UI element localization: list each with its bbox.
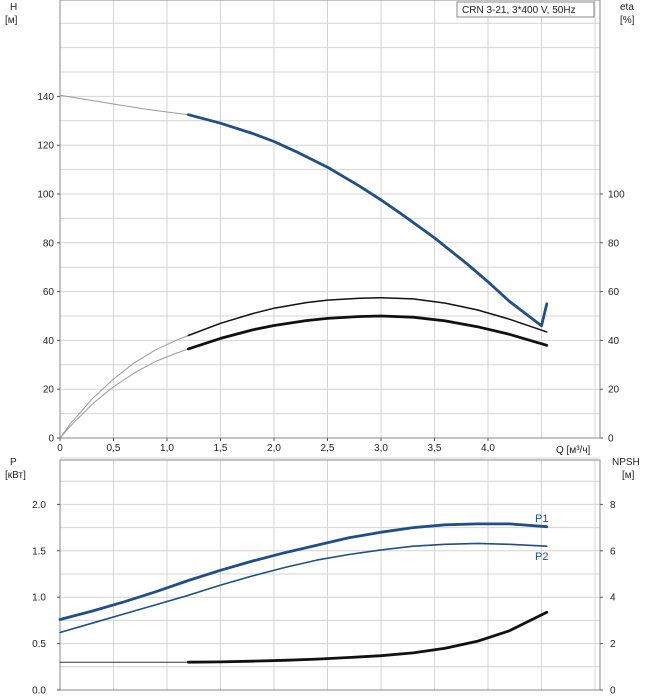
bottom-right-tick-label: 0 (610, 686, 616, 697)
top-series-line-0 (59, 94, 189, 116)
top-left-tick-label: 20 (43, 385, 55, 396)
bottom-plot-frame (59, 459, 601, 691)
x-tick-label: 0,5 (107, 443, 121, 454)
top-series-line-4 (59, 348, 189, 439)
bottom-series-line-1 (59, 542, 548, 634)
bottom-right-tick-label: 6 (610, 546, 616, 557)
top-right-tick-label: 20 (608, 385, 620, 396)
frames-layer (59, 0, 601, 691)
top-series-line-2 (59, 335, 189, 439)
x-tick-label: 1,0 (160, 443, 174, 454)
series-label-p2: P2 (535, 551, 548, 563)
top-left-axis-unit: [м] (5, 15, 18, 26)
series-label-p1: P1 (535, 513, 548, 525)
top-right-tick-label: 0 (608, 434, 614, 445)
bottom-left-axis-label: P (10, 457, 17, 468)
grid-layer (59, 0, 600, 691)
top-plot-frame (59, 0, 601, 439)
bottom-right-tick-label: 4 (610, 593, 616, 604)
top-right-tick-label: 100 (608, 190, 625, 201)
top-series-line-5 (186, 314, 549, 351)
top-right-tick-label: 80 (608, 238, 620, 249)
top-right-axis-label: eta (620, 2, 634, 13)
top-left-tick-label: 120 (37, 141, 54, 152)
x-tick-label: 3,5 (428, 443, 442, 454)
top-right-tick-label: 40 (608, 336, 620, 347)
bottom-left-axis-unit: [кВт] (5, 470, 26, 481)
top-left-axis-label: H (10, 2, 17, 13)
bottom-right-axis-label: NPSH (612, 457, 640, 468)
top-right-tick-label: 60 (608, 287, 620, 298)
top-left-tick-label: 100 (37, 190, 54, 201)
x-axis-label: Q [м³/ч] (556, 445, 591, 456)
top-series-line-1 (186, 113, 549, 328)
bottom-right-axis-unit: [м] (622, 470, 635, 481)
x-tick-label: 2,5 (321, 443, 335, 454)
x-tick-label: 3,0 (374, 443, 388, 454)
bottom-left-tick-label: 1.0 (32, 593, 46, 604)
series-layer (58, 94, 549, 664)
x-tick-label: 2,0 (267, 443, 281, 454)
bottom-series-line-3 (186, 610, 549, 664)
top-series-line-3 (187, 296, 548, 337)
legend-box-text: CRN 3-21, 3*400 V, 50Hz (462, 5, 576, 16)
x-tick-label: 1,5 (214, 443, 228, 454)
top-left-tick-label: 60 (43, 287, 55, 298)
top-left-tick-label: 80 (43, 238, 55, 249)
bottom-left-tick-label: 2.0 (32, 500, 46, 511)
bottom-left-tick-label: 0.0 (32, 686, 46, 697)
bottom-left-tick-label: 1.5 (32, 546, 46, 557)
bottom-right-tick-label: 8 (610, 500, 616, 511)
bottom-right-tick-label: 2 (610, 639, 616, 650)
top-right-axis-unit: [%] (620, 15, 635, 26)
top-left-tick-label: 140 (37, 92, 54, 103)
top-left-tick-label: 0 (48, 434, 54, 445)
top-left-tick-label: 40 (43, 336, 55, 347)
bottom-series-line-0 (58, 522, 549, 621)
x-tick-label: 0 (57, 443, 63, 454)
legend-box (456, 1, 595, 18)
x-tick-label: 4,0 (481, 443, 495, 454)
bottom-left-tick-label: 0.5 (32, 639, 46, 650)
